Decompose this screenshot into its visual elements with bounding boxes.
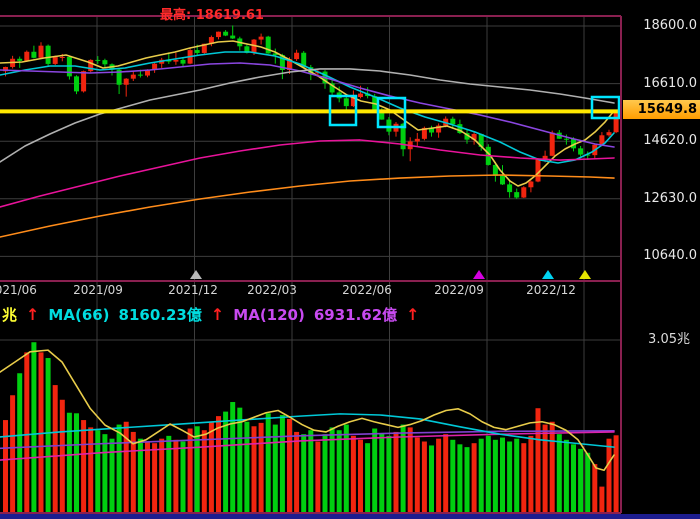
time-axis-label: 2022/03 — [247, 283, 297, 297]
volume-ma120-value: 6931.62億 — [313, 306, 398, 324]
volume-ma66-label: MA(66) — [48, 305, 110, 324]
ma-cyan — [0, 51, 615, 164]
ma-fast-yellow — [0, 40, 615, 187]
time-axis-label: 2021/12 — [168, 283, 218, 297]
volume-ma120-label: MA(120) — [233, 305, 305, 324]
time-axis-label: 2022/12 — [526, 283, 576, 297]
price-ma-lines — [0, 40, 615, 238]
pane-borders — [0, 15, 700, 519]
ma-orange — [0, 174, 615, 238]
event-triangle-marker — [579, 270, 591, 279]
volume-axis-tick: 3.05兆 — [648, 332, 690, 347]
ma-gray — [0, 68, 615, 163]
highest-price-annotation: 最高: 18619.61 — [160, 8, 264, 23]
event-triangle-marker — [542, 270, 554, 279]
price-axis-tick: 10640.0 — [643, 248, 697, 264]
ma-violet — [0, 62, 615, 148]
up-arrow-icon: ↑ — [406, 305, 420, 324]
last-price-chip: 15649.8 — [623, 100, 700, 119]
price-axis-tick: 14620.0 — [643, 133, 697, 149]
time-axis-label: 2022/06 — [342, 283, 392, 297]
price-axis-tick: 12630.0 — [643, 190, 697, 206]
vol-ma-purple — [0, 429, 615, 450]
ma-magenta — [0, 139, 615, 208]
volume-pane-header: 兆 ↑ MA(66) 8160.23億 ↑ MA(120) 6931.62億 ↑ — [2, 304, 420, 325]
axis-event-markers — [190, 270, 591, 279]
up-arrow-icon: ↑ — [26, 305, 40, 324]
vol-ma-yellow — [0, 349, 615, 472]
up-arrow-icon: ↑ — [210, 305, 225, 324]
time-axis-label: 2021/06 — [0, 283, 37, 297]
volume-ma-lines — [0, 349, 615, 472]
event-triangle-marker — [190, 270, 202, 279]
time-axis-label: 2022/09 — [434, 283, 484, 297]
highlight-boxes — [328, 94, 621, 129]
vol-ma-cyan — [0, 413, 615, 448]
volume-unit-label: 兆 — [2, 306, 18, 324]
price-axis-tick: 18600.0 — [643, 18, 697, 33]
volume-bars — [3, 342, 619, 512]
event-triangle-marker — [473, 270, 485, 279]
time-axis-label: 2021/09 — [73, 283, 123, 297]
volume-ma66-value: 8160.23億 — [118, 306, 202, 324]
bottom-scroll-strip[interactable] — [0, 514, 700, 519]
price-axis-tick: 16610.0 — [643, 75, 697, 91]
